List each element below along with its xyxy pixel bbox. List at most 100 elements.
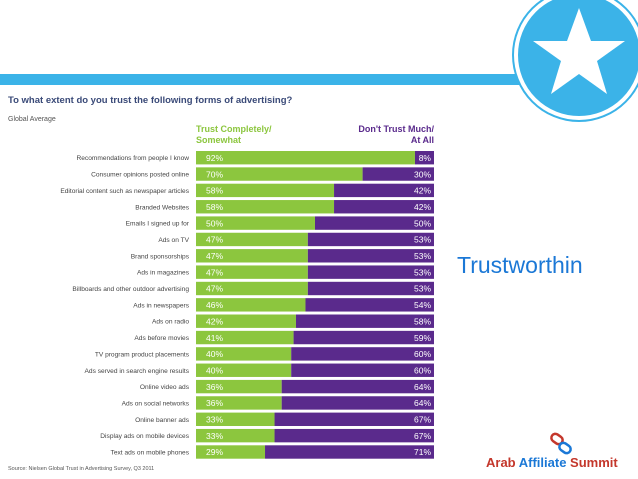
value-label-trust: 47% (206, 267, 223, 277)
bar-distrust (291, 347, 434, 361)
value-label-distrust: 67% (414, 415, 431, 425)
value-label-distrust: 42% (414, 202, 431, 212)
bar-distrust (315, 216, 434, 230)
value-label-distrust: 30% (414, 169, 431, 179)
bar-distrust (274, 428, 434, 443)
category-label: Ads served in search engine results (85, 368, 190, 375)
brand-logo: Arab Affiliate Summit (486, 432, 636, 476)
chart-title: To what extent do you trust the followin… (8, 95, 292, 106)
value-label-trust: 58% (206, 186, 223, 196)
bar-distrust (295, 314, 434, 328)
value-label-distrust: 54% (414, 300, 431, 310)
bar-trust (196, 167, 363, 181)
bar-trust (196, 445, 266, 459)
bar-distrust (307, 281, 434, 296)
bar-trust (196, 200, 335, 214)
category-label: Ads on social networks (122, 400, 190, 407)
value-label-trust: 47% (206, 284, 223, 294)
bar-distrust (281, 396, 434, 410)
category-label: Brand sponsorships (131, 253, 190, 260)
value-label-distrust: 60% (414, 349, 431, 359)
category-label: Ads in magazines (137, 270, 190, 277)
badge (514, 0, 638, 120)
value-label-trust: 42% (206, 316, 223, 326)
bar-trust (196, 232, 308, 247)
legend-distrust-line2: At All (411, 135, 434, 145)
chart-subtitle: Global Average (8, 116, 56, 123)
category-label: Display ads on mobile devices (100, 433, 189, 440)
bar-trust (196, 396, 282, 410)
bar-trust (196, 216, 315, 230)
value-label-trust: 58% (206, 202, 223, 212)
category-label: TV program product placements (95, 351, 190, 358)
brand-name-part1: Arab (486, 455, 519, 470)
legend-trust-line1: Trust Completely/ (196, 124, 272, 134)
bar-distrust (281, 379, 434, 394)
value-label-trust: 70% (206, 169, 223, 179)
value-label-distrust: 53% (414, 251, 431, 261)
bar-trust (196, 298, 306, 312)
chart: To what extent do you trust the followin… (8, 95, 434, 472)
brand-name-part2: Affiliate (518, 455, 567, 470)
chart-rows: Recommendations from people I know 92% 8% C… (60, 151, 434, 459)
legend-trust-line2: Somewhat (196, 135, 241, 145)
value-label-distrust: 53% (414, 284, 431, 294)
value-label-distrust: 42% (414, 186, 431, 196)
value-label-distrust: 71% (414, 447, 431, 457)
value-label-trust: 36% (206, 382, 223, 392)
brand-name: Arab Affiliate Summit (486, 455, 618, 470)
bar-trust (196, 265, 308, 279)
value-label-distrust: 64% (414, 382, 431, 392)
value-label-distrust: 58% (414, 316, 431, 326)
value-label-distrust: 53% (414, 235, 431, 245)
bar-distrust (334, 200, 434, 214)
bar-distrust (307, 265, 434, 279)
star-icon (533, 8, 625, 94)
bar-distrust (334, 183, 434, 198)
category-label: Text ads on mobile phones (111, 450, 190, 457)
value-label-trust: 92% (206, 153, 223, 163)
bar-trust (196, 183, 335, 198)
value-label-distrust: 8% (419, 153, 432, 163)
bar-trust (196, 412, 275, 426)
legend-distrust-line1: Don't Trust Much/ (358, 124, 434, 134)
bar-distrust (274, 412, 434, 426)
value-label-trust: 47% (206, 235, 223, 245)
value-label-trust: 41% (206, 333, 223, 343)
chart-source: Source: Nielsen Global Trust in Advertis… (8, 466, 154, 472)
brand-name-part3: Summit (566, 455, 618, 470)
bar-distrust (265, 445, 434, 459)
value-label-trust: 46% (206, 300, 223, 310)
value-label-distrust: 53% (414, 267, 431, 277)
value-label-trust: 33% (206, 415, 223, 425)
bar-trust (196, 428, 275, 443)
bar-trust (196, 314, 296, 328)
bar-distrust (293, 330, 434, 345)
category-label: Branded Websites (135, 204, 189, 211)
bar-distrust (291, 363, 434, 377)
bar-trust (196, 281, 308, 296)
bar-trust (196, 363, 292, 377)
value-label-trust: 47% (206, 251, 223, 261)
value-label-distrust: 60% (414, 365, 431, 375)
category-label: Emails I signed up for (126, 221, 190, 228)
category-label: Ads before movies (134, 335, 189, 342)
slide-accent-band (0, 74, 638, 85)
category-label: Ads on TV (158, 237, 189, 244)
bar-distrust (307, 232, 434, 247)
category-label: Ads in newspapers (133, 302, 189, 309)
value-label-trust: 40% (206, 365, 223, 375)
bar-trust (196, 151, 415, 165)
bar-distrust (362, 167, 434, 181)
slide-headline: Trustworthin (457, 252, 583, 278)
value-label-trust: 33% (206, 431, 223, 441)
category-label: Billboards and other outdoor advertising (72, 286, 189, 293)
category-label: Editorial content such as newspaper arti… (60, 188, 189, 195)
value-label-trust: 50% (206, 218, 223, 228)
value-label-trust: 29% (206, 447, 223, 457)
bar-distrust (414, 151, 434, 165)
bar-trust (196, 249, 308, 263)
value-label-distrust: 64% (414, 398, 431, 408)
value-label-distrust: 59% (414, 333, 431, 343)
category-label: Recommendations from people I know (76, 155, 189, 162)
